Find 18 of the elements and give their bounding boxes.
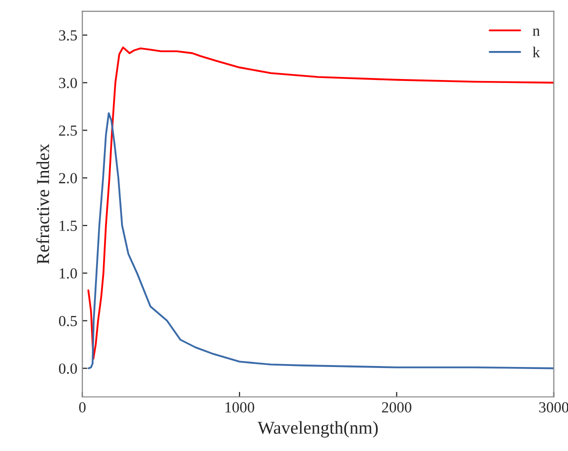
legend-label: n	[532, 28, 540, 36]
x-tick-label: 1000	[226, 402, 254, 412]
y-tick-label: 3.5	[59, 30, 77, 41]
y-tick-label: 2.0	[59, 173, 77, 184]
x-tick-label: 2000	[382, 402, 412, 412]
y-tick-label: 1.0	[60, 268, 77, 279]
y-tick-label: 1.5	[60, 220, 77, 232]
line-series	[88, 112, 554, 370]
x-tick-label: 3000	[539, 402, 568, 412]
legend-label: k	[532, 46, 540, 58]
y-tick-label: 3.0	[59, 78, 77, 88]
x-tick-label: 0	[79, 402, 86, 412]
x-axis-title: Wavelength(nm)	[258, 421, 378, 438]
y-tick-label: 0.5	[58, 316, 77, 326]
y-axis-title: Refractive Index	[36, 144, 50, 264]
y-tick-label: 2.5	[59, 125, 77, 136]
line-series	[87, 46, 554, 360]
y-tick-label: 0.0	[58, 363, 77, 374]
